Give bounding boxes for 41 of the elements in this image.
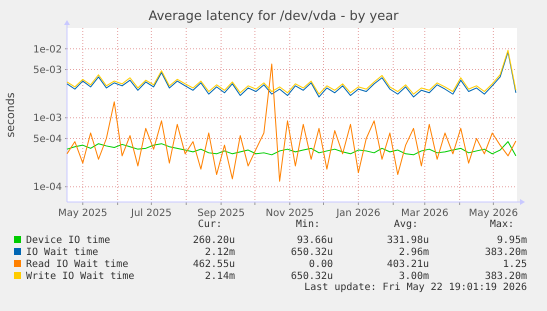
text: 462.55u [192, 259, 235, 270]
text: 650.32u [290, 247, 333, 258]
y-tick-label: 1e-03 [33, 113, 62, 124]
text: Cur: [198, 219, 222, 230]
x-tick-label: Jan 2026 [335, 208, 380, 219]
text: 383.20m [484, 247, 527, 258]
y-tick-label: 5e-03 [33, 65, 62, 76]
text: Avg: [394, 219, 418, 230]
x-tick-label: Nov 2025 [266, 208, 314, 219]
y-axis-title: seconds [4, 92, 17, 138]
text: 0.00 [308, 259, 333, 270]
y-tick-label: 1e-04 [33, 182, 62, 194]
text: 3.00m [398, 271, 429, 282]
x-tick-label: Jul 2025 [130, 208, 172, 219]
line-series [66, 141, 516, 156]
text: Min: [296, 219, 320, 230]
text: 2.96m [398, 247, 429, 258]
legend-label: IO Wait time [26, 247, 98, 258]
x-tick-label: May 2026 [468, 208, 518, 219]
x-tick-label: Mar 2026 [401, 208, 448, 219]
legend-label: Write IO Wait time [26, 271, 134, 282]
legend-label: Read IO Wait time [26, 259, 128, 270]
line-series [66, 64, 516, 182]
x-tick-label: May 2025 [58, 208, 108, 219]
text: 93.66u [296, 235, 333, 246]
y-tick-label: 1e-02 [33, 44, 62, 56]
text: 260.20u [192, 235, 235, 246]
text: 2.12m [204, 247, 235, 258]
y-tick-label: 5e-04 [33, 134, 62, 145]
x-tick-label: Sep 2025 [197, 208, 245, 219]
text: 650.32u [290, 271, 333, 282]
text: 403.21u [386, 259, 429, 270]
text: Max: [490, 219, 514, 230]
text: 9.95m [496, 235, 527, 246]
chart-title: Average latency for /dev/vda - by year [148, 9, 400, 24]
text: 1.25 [502, 259, 527, 270]
legend-label: Device IO time [26, 235, 110, 246]
text: 383.20m [484, 271, 527, 282]
text: 2.14m [204, 271, 235, 282]
text: 331.98u [386, 235, 429, 246]
text: Last update: Fri May 22 19:01:19 2026 [304, 282, 527, 293]
